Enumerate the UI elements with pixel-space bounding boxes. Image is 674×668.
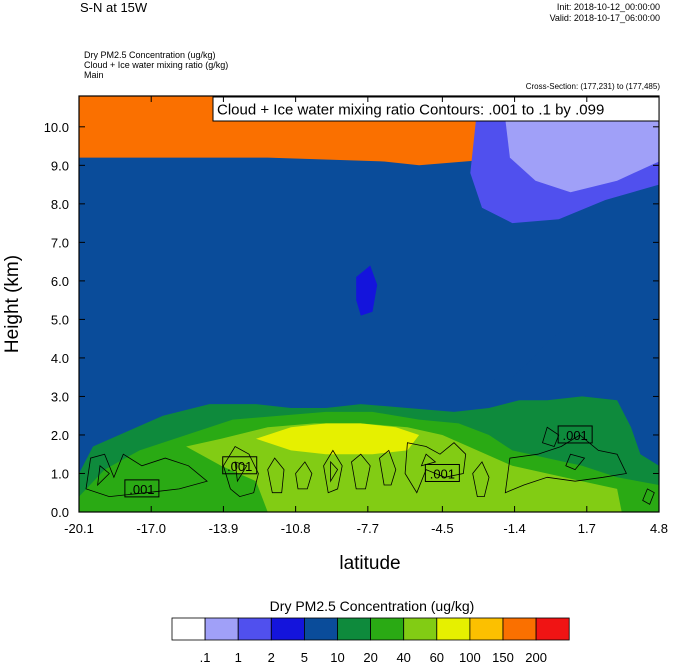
x-axis-label: latitude	[339, 553, 400, 574]
colorbar-label-6: 40	[396, 650, 410, 665]
contour-line-2	[267, 457, 285, 494]
y-tick-label: 7.0	[51, 235, 69, 250]
contour-label-box-3	[557, 425, 593, 444]
valid-time: Valid: 2018-10-17_06:00:00	[549, 13, 660, 23]
field-main: Main	[84, 70, 104, 80]
x-tick-label: -13.9	[209, 521, 239, 536]
colorbar-swatch-3	[270, 617, 305, 641]
x-tick-label: -10.8	[281, 521, 311, 536]
cloud-ice-contours	[85, 426, 655, 505]
contour-line-1	[222, 445, 259, 498]
contour-label-0: .001	[129, 482, 154, 497]
contour-label-box-1	[222, 456, 258, 475]
contour-labels: .001 .001 .001 .001	[124, 425, 593, 498]
colorbar-label-7: 60	[430, 650, 444, 665]
colorbar-label-3: 5	[301, 650, 308, 665]
field-pm25: Dry PM2.5 Concentration (ug/kg)	[84, 50, 216, 60]
plot-header-title: S-N at 15W	[80, 0, 148, 15]
colorbar-swatch-9	[469, 617, 504, 641]
contour-line-15	[420, 453, 437, 467]
contour-label-1: .001	[227, 459, 252, 474]
contour-line-6	[379, 449, 397, 486]
contour-line-5	[351, 453, 371, 490]
concentration-region-3	[356, 265, 378, 316]
y-tick-label: 3.0	[51, 389, 69, 404]
x-axis: -20.1 -17.0 -13.9 -10.8 -7.7 -4.5 -1.4 1.7 4.8	[64, 96, 668, 536]
y-tick-label: 2.0	[51, 428, 69, 443]
contour-line-7	[404, 442, 467, 494]
contour-label-3: .001	[562, 428, 587, 443]
contour-line-10	[542, 426, 560, 447]
contour-line-4	[323, 449, 343, 494]
x-tick-label: 4.8	[650, 521, 668, 536]
x-tick-label: -4.5	[431, 521, 453, 536]
colorbar-label-8: 100	[459, 650, 481, 665]
contour-line-3	[295, 461, 313, 490]
contour-label-box-2	[424, 463, 460, 482]
x-tick-label: -7.7	[357, 521, 379, 536]
colorbar-label-10: 200	[525, 650, 547, 665]
y-axis-label: Height (km)	[2, 255, 23, 353]
colorbar-swatch-6	[370, 617, 405, 641]
y-tick-label: 9.0	[51, 158, 69, 173]
init-time: Init: 2018-10-12_00:00:00	[556, 2, 660, 12]
colorbar-label-0: .1	[200, 650, 211, 665]
contour-label-box-0	[124, 479, 160, 498]
y-tick-label: 4.0	[51, 351, 69, 366]
y-tick-label: 10.0	[44, 120, 69, 135]
contour-line-0	[85, 453, 208, 498]
x-tick-label: -20.1	[64, 521, 94, 536]
overlay-title: Cloud + Ice water mixing ratio Contours:…	[217, 102, 604, 119]
colorbar-swatch-11	[535, 617, 570, 641]
concentration-region-2	[505, 103, 659, 193]
concentration-region-8	[256, 423, 420, 455]
y-tick-label: 5.0	[51, 312, 69, 327]
colorbar-label-9: 150	[492, 650, 514, 665]
field-cloud-ice: Cloud + Ice water mixing ratio (g/kg)	[84, 60, 229, 70]
field-list: Dry PM2.5 Concentration (ug/kg) Cloud + …	[84, 50, 228, 80]
overlay-title-background	[212, 96, 660, 122]
contour-line-14	[330, 460, 339, 483]
colorbar-swatch-5	[337, 617, 371, 641]
colorbar-label-5: 20	[363, 650, 377, 665]
colorbar-swatch-7	[403, 617, 438, 641]
x-tick-label: -17.0	[136, 521, 166, 536]
y-tick-label: 8.0	[51, 197, 69, 212]
colorbar-swatch-4	[303, 617, 338, 641]
colorbar-title: Dry PM2.5 Concentration (ug/kg)	[270, 598, 475, 614]
y-tick-label: 6.0	[51, 274, 69, 289]
cross-section-info: Cross-Section: (177,231) to (177,485)	[525, 82, 660, 91]
colorbar-swatch-10	[502, 617, 537, 641]
concentration-fill	[79, 96, 659, 512]
colorbar-swatch-0	[171, 617, 206, 641]
contour-line-16	[565, 453, 586, 471]
x-tick-label: -1.4	[503, 521, 525, 536]
plot-frame	[78, 95, 660, 513]
colorbar-swatch-8	[436, 617, 471, 641]
y-axis: 0.0 1.0 2.0 3.0 4.0 5.0 6.0 7.0 8.0 9.0 10.0	[44, 120, 659, 520]
contour-line-11	[642, 488, 655, 505]
time-info: Init: 2018-10-12_00:00:00 Valid: 2018-10…	[550, 2, 660, 24]
colorbar: .1 1 2 5 10 20 40 60 100 150 200	[171, 617, 570, 665]
colorbar-label-4: 10	[330, 650, 344, 665]
colorbar-swatch-2	[237, 617, 272, 641]
colorbar-swatch-1	[204, 617, 239, 641]
contour-label-2: .001	[430, 466, 455, 481]
x-tick-label: 1.7	[578, 521, 596, 536]
contour-line-9	[504, 434, 627, 494]
colorbar-label-2: 2	[268, 650, 275, 665]
contour-line-12	[97, 465, 110, 487]
y-tick-label: 1.0	[51, 466, 69, 481]
overlay-title-box: Cloud + Ice water mixing ratio Contours:…	[212, 96, 660, 122]
y-tick-label: 0.0	[51, 505, 69, 520]
colorbar-label-1: 1	[235, 650, 242, 665]
contour-line-8	[472, 461, 490, 497]
